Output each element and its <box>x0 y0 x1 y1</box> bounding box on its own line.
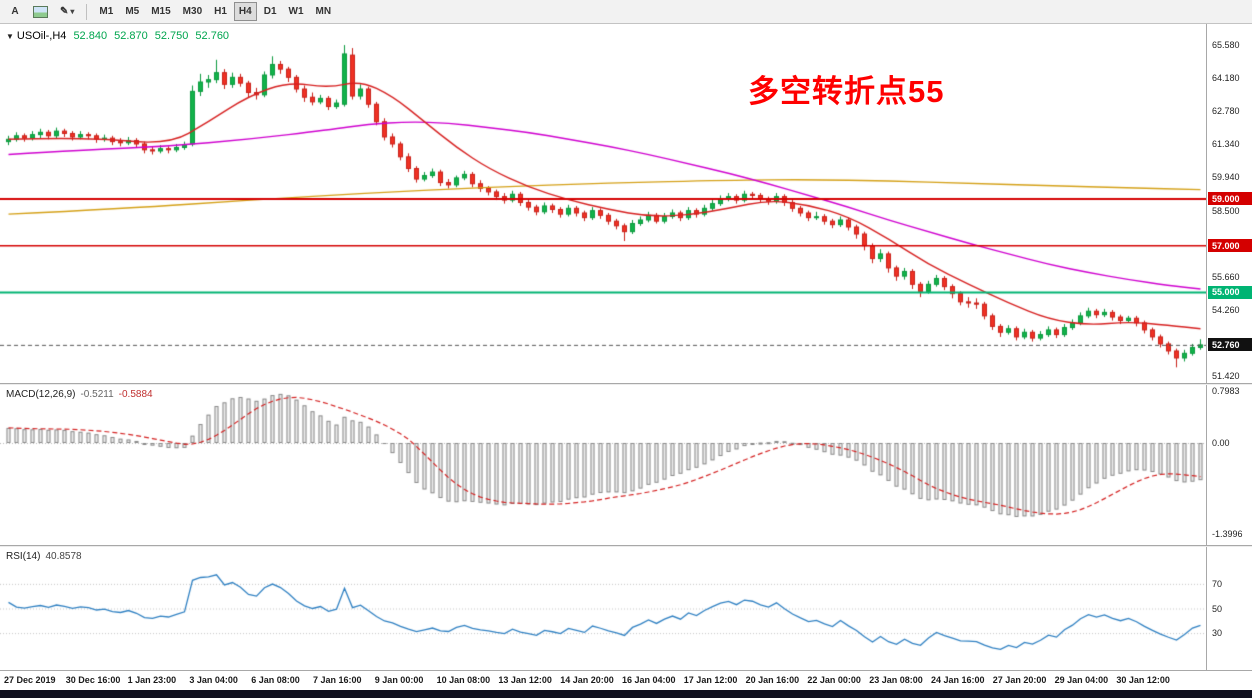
macd-main-value: -0.5211 <box>80 389 114 400</box>
price-axis-label: 62.780 <box>1212 105 1240 116</box>
time-axis-label: 24 Jan 16:00 <box>931 675 985 685</box>
chevron-down-icon: ▾ <box>70 7 75 16</box>
symbol-dropdown-icon: ▼ <box>6 32 14 41</box>
drawing-tools-dropdown[interactable]: ✎ ▾ <box>55 2 79 21</box>
macd-axis-label: -1.3996 <box>1212 529 1243 540</box>
macd-signal-value: -0.5884 <box>118 389 153 400</box>
time-axis-label: 30 Dec 16:00 <box>65 675 121 685</box>
image-tool-button[interactable] <box>28 2 53 21</box>
timeframe-button-w1[interactable]: W1 <box>284 2 309 21</box>
rsi-label: RSI(14) 40.8578 <box>6 551 82 562</box>
price-axis-label: 58.500 <box>1212 205 1240 216</box>
timeframe-button-mn[interactable]: MN <box>311 2 337 21</box>
macd-label: MACD(12,26,9) -0.5211 -0.5884 <box>6 389 153 400</box>
time-axis-label: 29 Jan 04:00 <box>1054 675 1109 685</box>
rsi-value: 40.8578 <box>45 551 82 562</box>
macd-axis-label: 0.7983 <box>1212 385 1240 396</box>
time-axis-label: 30 Jan 12:00 <box>1116 675 1170 685</box>
rsi-name: RSI(14) <box>6 551 41 562</box>
pencil-icon: ✎ <box>60 6 69 17</box>
current-price-badge: 52.760 <box>1208 338 1252 352</box>
timeframe-button-h4[interactable]: H4 <box>233 2 257 21</box>
cursor-tool-button[interactable]: A <box>4 2 26 21</box>
time-axis-label: 14 Jan 20:00 <box>560 675 614 685</box>
price-axis-label: 64.180 <box>1212 72 1240 83</box>
ohlc-high: 52.870 <box>114 30 148 42</box>
price-level-badge: 59.000 <box>1208 192 1252 206</box>
pane-splitter[interactable] <box>0 545 1252 547</box>
image-icon <box>33 5 48 18</box>
ohlc-low: 52.750 <box>154 30 189 42</box>
timeframe-button-m1[interactable]: M1 <box>94 2 118 21</box>
time-axis-label: 9 Jan 00:00 <box>374 675 424 685</box>
price-axis-label: 55.660 <box>1212 272 1240 283</box>
time-axis-label: 17 Jan 12:00 <box>683 675 738 685</box>
rsi-canvas[interactable] <box>0 547 1206 670</box>
rsi-axis-label: 50 <box>1212 603 1223 614</box>
macd-axis-label: 0.00 <box>1212 437 1230 448</box>
price-axis-label: 65.580 <box>1212 40 1240 51</box>
macd-name: MACD(12,26,9) <box>6 389 76 400</box>
time-axis-label: 6 Jan 08:00 <box>251 675 300 685</box>
timeframe-button-h1[interactable]: H1 <box>209 2 232 21</box>
time-axis-label: 16 Jan 04:00 <box>622 675 676 685</box>
time-axis-label: 27 Dec 2019 <box>4 675 56 685</box>
timeframe-button-m5[interactable]: M5 <box>120 2 144 21</box>
time-axis-label: 10 Jan 08:00 <box>436 675 491 685</box>
time-axis-label: 22 Jan 00:00 <box>807 675 861 685</box>
price-level-badge: 57.000 <box>1208 239 1252 253</box>
time-axis-label: 1 Jan 23:00 <box>127 675 177 685</box>
rsi-axis-label: 30 <box>1212 628 1223 639</box>
time-axis-label: 13 Jan 12:00 <box>498 675 552 685</box>
chart-title[interactable]: ▼ USOil-,H4 52.840 52.870 52.750 52.760 <box>6 30 229 42</box>
price-chart-canvas[interactable] <box>0 24 1206 383</box>
price-scale[interactable]: 65.580 64.180 62.780 61.340 59.940 58.500 55.6… <box>1206 24 1252 670</box>
status-bar <box>0 690 1252 698</box>
timeframe-button-d1[interactable]: D1 <box>259 2 282 21</box>
timeframe-button-m30[interactable]: M30 <box>178 2 207 21</box>
macd-canvas[interactable] <box>0 385 1206 545</box>
price-level-badge: 55.000 <box>1208 285 1252 299</box>
pane-splitter[interactable] <box>0 383 1252 385</box>
ohlc-close: 52.760 <box>195 30 230 42</box>
price-axis-label: 61.340 <box>1212 139 1240 150</box>
rsi-pane: RSI(14) 40.8578 <box>0 547 1206 670</box>
macd-pane: MACD(12,26,9) -0.5211 -0.5884 <box>0 385 1206 545</box>
price-axis-label: 51.420 <box>1212 371 1240 382</box>
price-axis-label: 54.260 <box>1212 304 1240 315</box>
price-chart-pane: ▼ USOil-,H4 52.840 52.870 52.750 52.760 多空转折点… <box>0 24 1206 383</box>
time-axis-label: 7 Jan 16:00 <box>313 675 362 685</box>
symbol-period-label: USOil-,H4 <box>16 30 67 42</box>
rsi-axis-label: 70 <box>1212 578 1223 589</box>
price-axis-label: 59.940 <box>1212 171 1240 182</box>
time-axis-label: 20 Jan 16:00 <box>745 675 800 685</box>
main-toolbar: A ✎ ▾ M1 M5 M15 M30 H1 H4 D1 W1 MN <box>0 0 1252 24</box>
time-axis-label: 3 Jan 04:00 <box>189 675 238 685</box>
time-axis[interactable]: 27 Dec 2019 30 Dec 16:00 1 Jan 23:00 3 Jan … <box>0 670 1252 690</box>
toolbar-separator <box>86 3 88 20</box>
time-axis-label: 23 Jan 08:00 <box>869 675 923 685</box>
timeframe-button-m15[interactable]: M15 <box>146 2 175 21</box>
chart-annotation-text: 多空转折点55 <box>748 74 945 109</box>
time-axis-label: 27 Jan 20:00 <box>992 675 1047 685</box>
ohlc-open: 52.840 <box>73 30 108 42</box>
